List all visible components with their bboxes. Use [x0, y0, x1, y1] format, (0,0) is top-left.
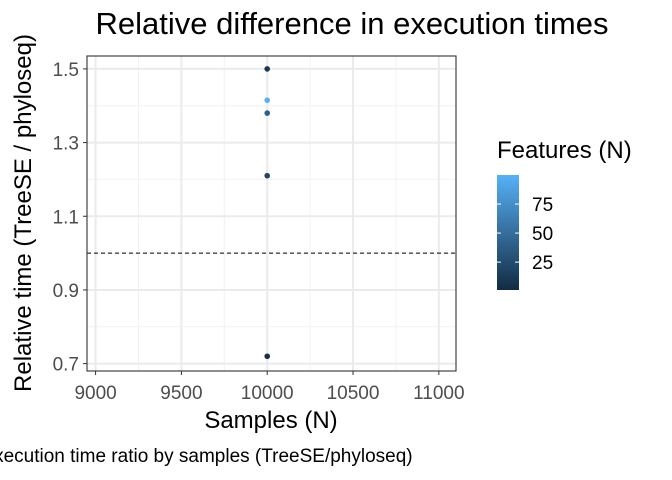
data-point [264, 97, 271, 104]
x-tick-label: 10500 [327, 383, 380, 404]
plot-background [87, 56, 456, 371]
grid-major [87, 56, 456, 371]
legend-break-label: 25 [532, 253, 553, 274]
x-axis-title: Samples (N) [204, 407, 337, 434]
legend-breaks: 75 50 25 [497, 195, 553, 274]
x-tick-label: 11000 [413, 383, 464, 404]
y-axis-title: Relative time (TreeSE / phyloseq) [10, 34, 37, 392]
y-axis: 0.7 0.9 1.1 1.3 1.5 [53, 60, 87, 376]
chart-caption: Execution time ratio by samples (TreeSE/… [0, 446, 413, 467]
y-tick-label: 0.7 [53, 355, 79, 376]
legend: Features (N) 75 50 25 [497, 137, 632, 290]
y-tick-label: 1.1 [53, 207, 79, 228]
x-tick-label: 9500 [160, 383, 202, 404]
plot-border [86, 55, 457, 372]
chart-title: Relative difference in execution times [96, 6, 609, 41]
x-tick-label: 10000 [241, 383, 294, 404]
data-point [264, 353, 271, 360]
x-tick-label: 9000 [74, 383, 116, 404]
y-tick-label: 0.9 [53, 281, 79, 302]
data-points [264, 66, 271, 360]
y-tick-label: 1.5 [53, 60, 79, 81]
legend-colorbar [497, 175, 519, 290]
legend-break-label: 75 [532, 195, 553, 216]
data-point [264, 66, 271, 72]
legend-break-label: 50 [532, 224, 553, 245]
data-point [264, 172, 271, 179]
y-tick-label: 1.3 [53, 134, 79, 155]
x-axis: 9000 9500 10000 10500 11000 [74, 371, 465, 404]
legend-title: Features (N) [497, 137, 632, 164]
data-point [264, 110, 271, 116]
plot-area [86, 55, 457, 372]
